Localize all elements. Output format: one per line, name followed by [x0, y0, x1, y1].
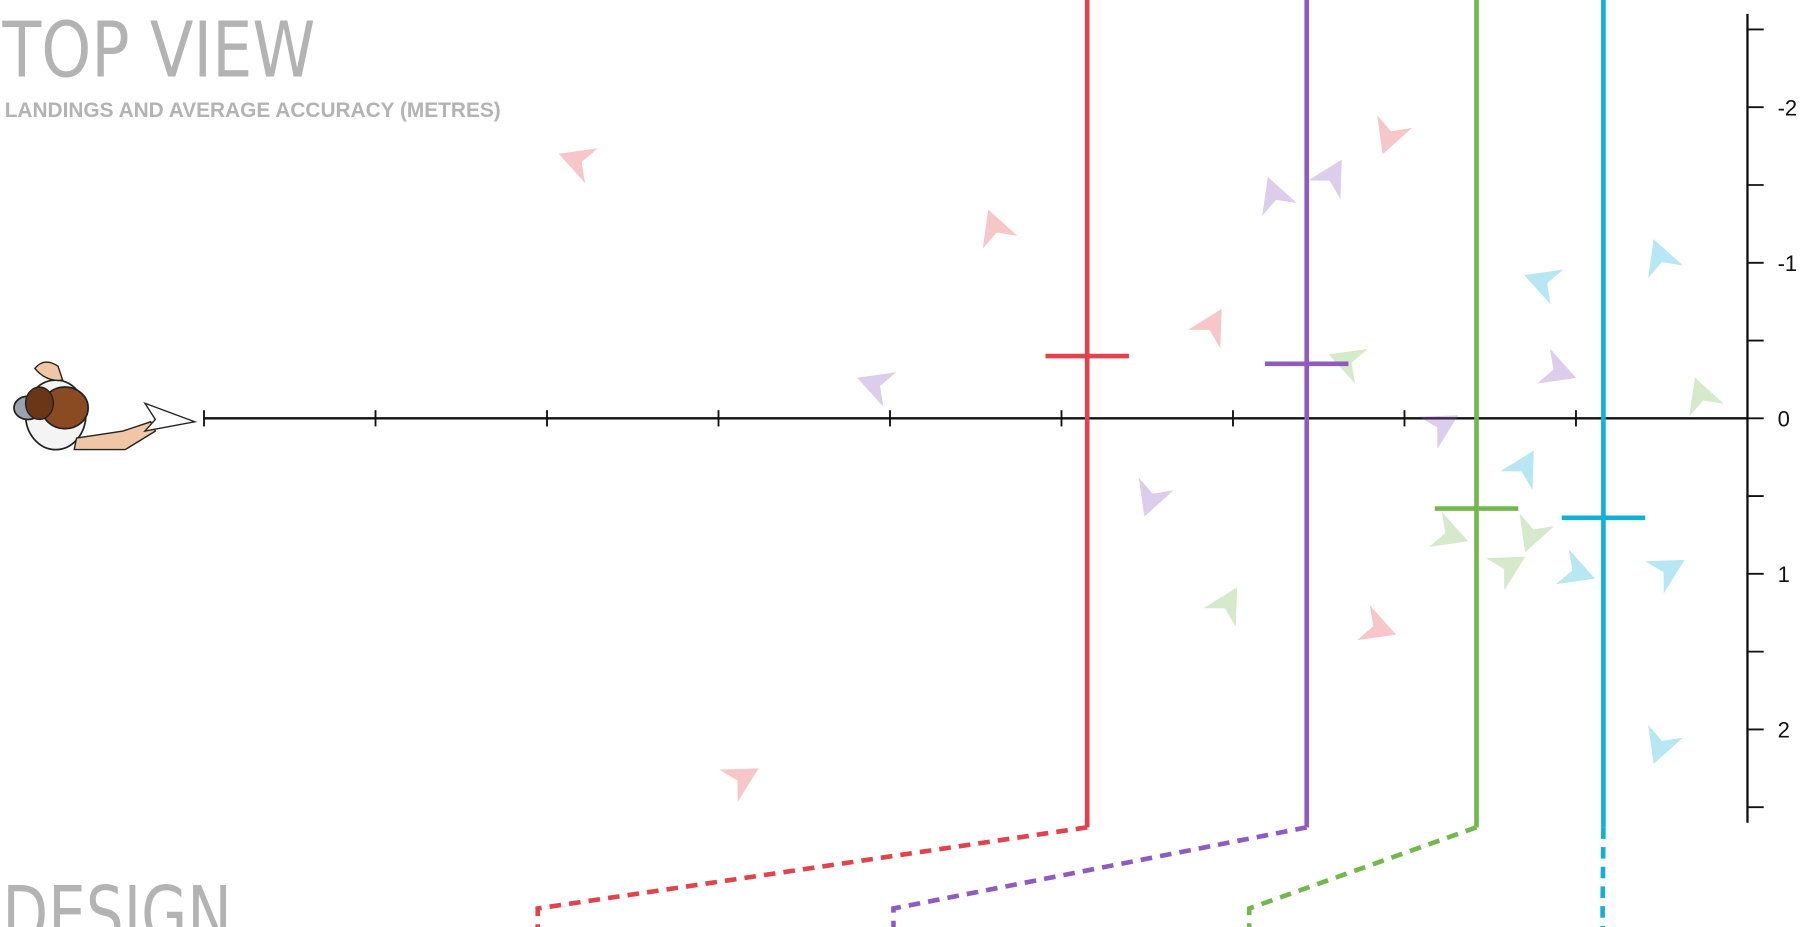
landing-marker [1537, 348, 1577, 384]
landing-marker [982, 209, 1018, 249]
landing-marker [1519, 513, 1555, 553]
y-tick-label: -1 [1778, 251, 1798, 276]
landing-marker [1138, 477, 1174, 517]
landing-marker [1188, 308, 1222, 349]
landing-marker [1203, 587, 1238, 627]
landing-marker [1524, 269, 1564, 305]
landing-marker [1556, 549, 1596, 585]
y-tick-label: 1 [1778, 562, 1790, 587]
landing-marker [1308, 159, 1342, 199]
landing-marker [1500, 450, 1534, 490]
landing-marker [857, 372, 897, 408]
landing-marker [1645, 559, 1685, 594]
design-connector [1246, 825, 1478, 927]
landing-marker [1689, 377, 1725, 417]
section-title: DESIGN [2, 871, 231, 927]
chart-title: TOP VIEW [1, 6, 315, 95]
y-tick-label: 2 [1778, 717, 1790, 742]
y-tick-label: 0 [1778, 406, 1790, 431]
landing-marker [1429, 511, 1469, 547]
landing-marker [1648, 239, 1683, 279]
landing-marker [1328, 348, 1368, 384]
design-connector [535, 825, 1088, 927]
landing-marker [719, 768, 759, 802]
landing-marker [1648, 724, 1683, 764]
design-connector [1600, 827, 1606, 927]
chart-subtitle: LANDINGS AND AVERAGE ACCURACY (METRES) [5, 99, 501, 122]
y-tick-label: -2 [1778, 95, 1798, 120]
design-connector [891, 825, 1308, 927]
landing-marker [1377, 115, 1413, 155]
landing-marker [1262, 176, 1298, 216]
landing-marker [1418, 415, 1459, 449]
thrower-illustration [13, 361, 198, 451]
landing-marker [558, 148, 598, 184]
landing-marker [1357, 605, 1397, 641]
landing-marker [1485, 556, 1526, 591]
